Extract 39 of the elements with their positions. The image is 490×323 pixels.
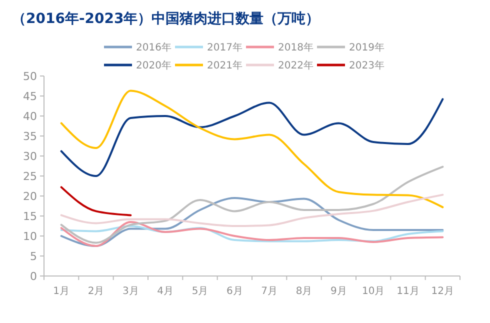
line-series <box>60 225 444 242</box>
y-tick-label: 40 <box>23 110 37 123</box>
x-tick-label: 9月 <box>330 286 347 297</box>
y-tick-label: 45 <box>23 90 37 103</box>
x-tick-label: 4月 <box>157 286 174 297</box>
legend-label: 2020年 <box>136 60 172 72</box>
line-series <box>60 194 444 227</box>
line-series <box>60 197 444 247</box>
legend-label: 2023年 <box>349 60 384 72</box>
y-tick-label: 25 <box>23 170 37 183</box>
y-tick-label: 30 <box>23 150 37 163</box>
legend-label: 2017年 <box>207 42 242 54</box>
y-tick-label: 5 <box>30 250 37 263</box>
line-series <box>60 166 444 244</box>
legend-label: 2021年 <box>207 60 242 72</box>
legend-label: 2018年 <box>278 42 314 54</box>
legend-label: 2016年 <box>136 42 172 54</box>
chart-title: （2016年-2023年）中国猪肉进口数量（万吨） <box>12 11 320 27</box>
y-tick-label: 50 <box>23 70 37 83</box>
legend-label: 2019年 <box>349 42 384 54</box>
x-tick-label: 11月 <box>396 286 420 297</box>
y-tick-label: 10 <box>23 230 37 243</box>
line-series <box>60 221 444 247</box>
x-tick-label: 5月 <box>192 286 208 297</box>
line-series <box>60 98 444 177</box>
x-tick-label: 8月 <box>296 286 312 297</box>
x-tick-label: 6月 <box>226 286 243 297</box>
x-tick-label: 1月 <box>53 286 70 297</box>
x-tick-label: 10月 <box>362 286 385 297</box>
x-tick-label: 3月 <box>122 286 139 297</box>
line-series <box>60 90 444 208</box>
x-tick-label: 12月 <box>431 286 454 297</box>
y-tick-label: 15 <box>23 210 37 223</box>
x-tick-label: 2月 <box>88 286 104 297</box>
y-tick-label: 20 <box>23 190 37 203</box>
y-tick-label: 0 <box>30 270 37 283</box>
y-tick-label: 35 <box>23 130 37 143</box>
x-tick-label: 7月 <box>261 286 278 297</box>
legend-label: 2022年 <box>278 60 314 72</box>
